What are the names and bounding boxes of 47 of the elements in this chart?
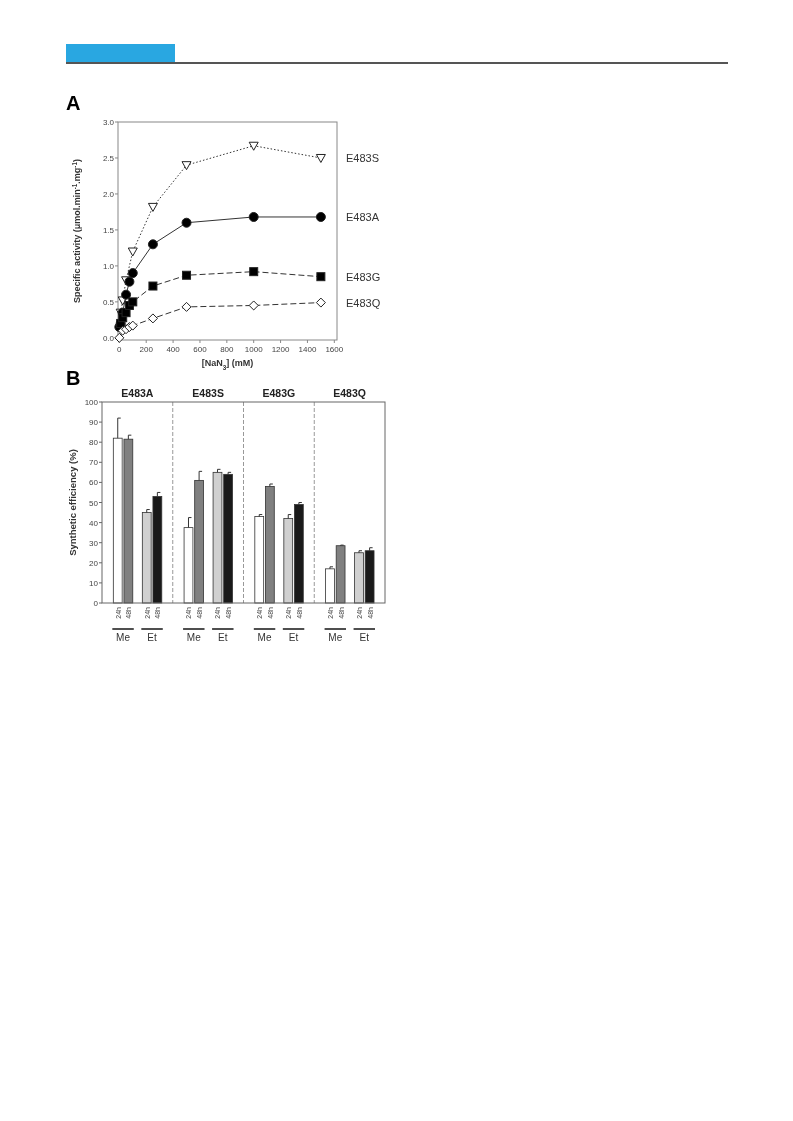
y-tick-label: 80 (89, 438, 99, 448)
y-tick-label: 40 (89, 518, 99, 528)
text: Me (186, 632, 202, 643)
y-tick-label: 10 (89, 578, 99, 588)
x-tick-label: 1000 (244, 345, 264, 354)
text: Me (328, 632, 343, 643)
y-tick-label: 90 (89, 418, 99, 428)
chart-title: E483S (192, 387, 224, 399)
series-label: E483A (346, 210, 380, 223)
y-tick-label: 20 (89, 558, 99, 568)
series-label: E483Q (346, 296, 381, 309)
chart-title: E483Q (333, 387, 366, 399)
y-tick-label: 0.5 (102, 297, 115, 307)
x-tick-label: 1600 (325, 345, 344, 354)
y-axis-title: Synthetic efficiency (%) (67, 449, 78, 556)
x-tick-label: 1200 (271, 345, 291, 354)
y-tick-label: 30 (89, 538, 99, 548)
text: B (66, 367, 81, 389)
chart-title: A (66, 92, 81, 114)
x-axis-title: [NaN$_{3}$] (mM) (201, 358, 254, 371)
text: Et (218, 632, 228, 643)
y-tick-label: 1.5 (102, 225, 115, 235)
y-tick-label: 60 (89, 478, 99, 488)
x-tick-label: 200 (139, 345, 154, 354)
y-tick-label: 1.0 (102, 261, 115, 271)
text: Me (116, 632, 131, 643)
x-tick-label: 800 (220, 345, 235, 354)
x-tick-label: 0 (117, 345, 123, 354)
y-tick-label: 50 (89, 498, 99, 508)
y-tick-label: 100 (84, 398, 99, 407)
text: Et (359, 632, 370, 643)
series-label: E483S (346, 151, 380, 164)
y-tick-label: 0 (93, 599, 99, 608)
x-tick-label: 1400 (298, 345, 317, 354)
series-label: E483G (346, 270, 381, 283)
text: Et (288, 632, 299, 643)
x-tick-label: 600 (193, 345, 208, 354)
text: Me (257, 632, 272, 643)
y-tick-label: 2.5 (102, 153, 115, 163)
chart-title: E483G (262, 387, 296, 399)
chart-title: E483A (121, 387, 154, 399)
y-tick-label: 2.0 (102, 189, 115, 199)
text: Et (147, 632, 157, 643)
y-tick-label: 0.0 (102, 333, 115, 343)
y-tick-label: 3.0 (102, 118, 115, 127)
y-tick-label: 70 (89, 458, 99, 468)
x-tick-label: 400 (166, 345, 181, 354)
